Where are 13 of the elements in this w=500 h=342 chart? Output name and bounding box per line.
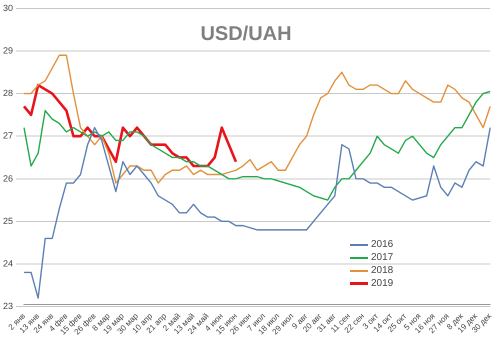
y-tick-label: 26 <box>2 173 14 184</box>
legend-label: 2019 <box>371 278 394 289</box>
text: USD/UAH <box>200 22 292 45</box>
y-tick-label: 24 <box>2 258 14 268</box>
legend-label: 2018 <box>371 265 394 276</box>
y-tick-label: 23 <box>2 301 14 312</box>
y-tick-label: 28 <box>2 88 14 98</box>
y-tick-label: 27 <box>2 130 14 141</box>
legend-label: 2017 <box>371 252 394 263</box>
y-tick-label: 30 <box>2 2 14 13</box>
legend-label: 2016 <box>371 239 394 250</box>
y-tick-label: 29 <box>2 45 14 56</box>
y-tick-label: 25 <box>2 216 14 226</box>
